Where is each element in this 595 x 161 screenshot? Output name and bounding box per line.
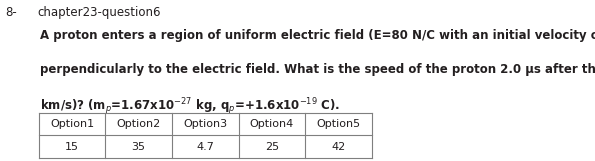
Text: 4.7: 4.7 <box>196 142 214 152</box>
Text: 35: 35 <box>131 142 146 152</box>
Text: Option5: Option5 <box>317 119 361 129</box>
Text: A proton enters a region of uniform electric field (E=80 N/C with an initial vel: A proton enters a region of uniform elec… <box>40 29 595 42</box>
Text: Option3: Option3 <box>183 119 227 129</box>
Text: km/s)? (m$_p$=1.67x10$^{-27}$ kg, q$_p$=+1.6x10$^{-19}$ C).: km/s)? (m$_p$=1.67x10$^{-27}$ kg, q$_p$=… <box>40 97 341 117</box>
Text: perpendicularly to the electric field. What is the speed of the proton 2.0 μs af: perpendicularly to the electric field. W… <box>40 63 595 76</box>
Text: Option4: Option4 <box>250 119 294 129</box>
Text: 15: 15 <box>65 142 79 152</box>
Text: Option1: Option1 <box>50 119 94 129</box>
Text: chapter23-question6: chapter23-question6 <box>37 6 161 19</box>
Text: 25: 25 <box>265 142 279 152</box>
Text: 8-: 8- <box>5 6 17 19</box>
Text: Option2: Option2 <box>117 119 161 129</box>
Text: 42: 42 <box>331 142 346 152</box>
